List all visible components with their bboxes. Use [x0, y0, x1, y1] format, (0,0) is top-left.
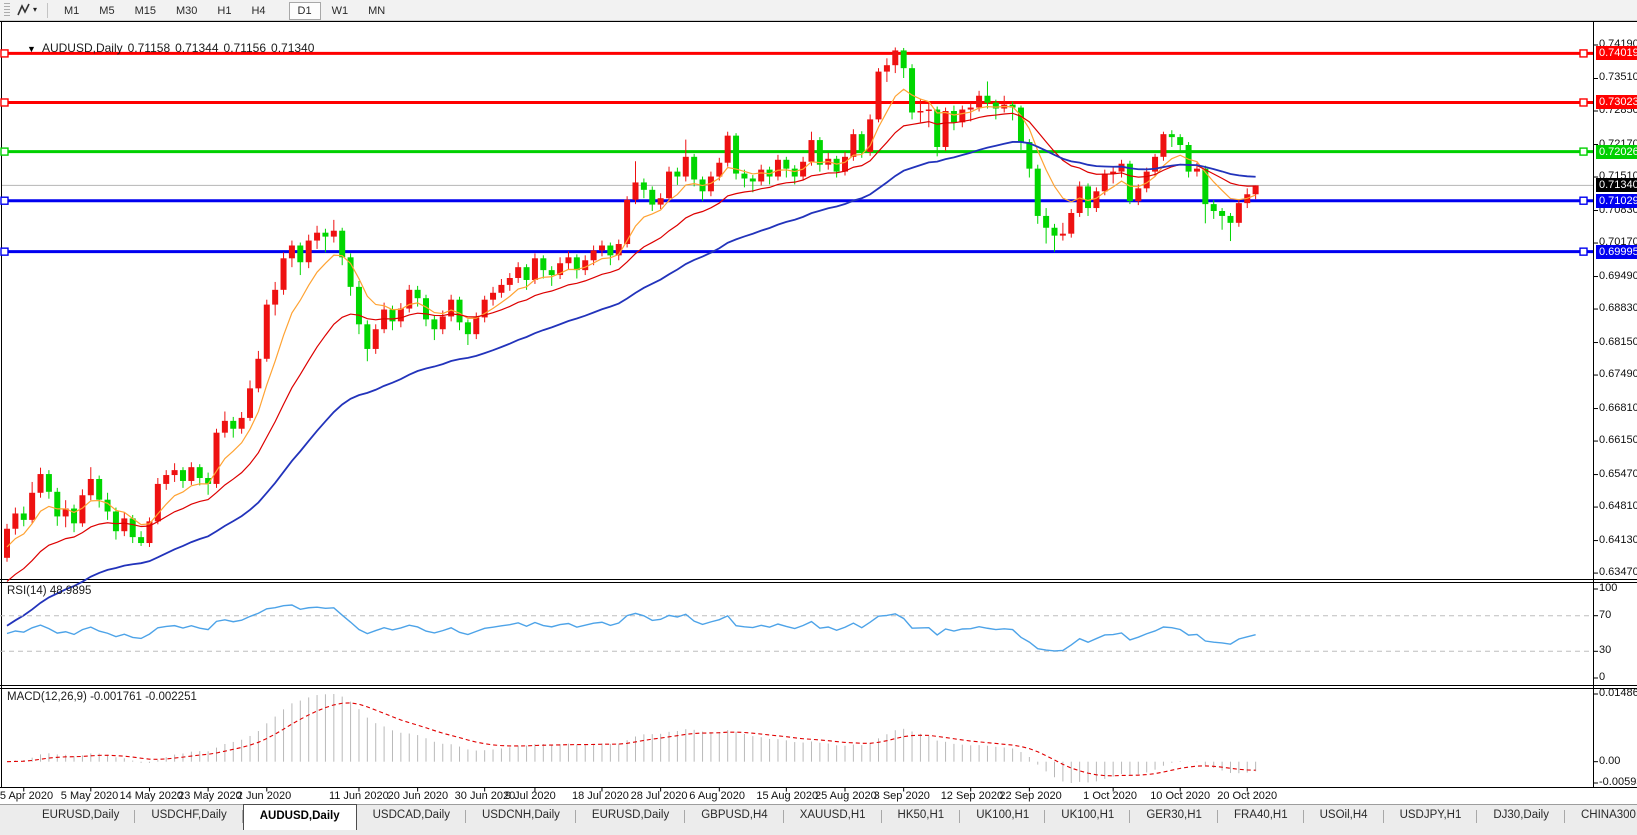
timeframe-button-m30[interactable]: M30 — [175, 5, 198, 17]
date-axis-tick: 2 Jun 2020 — [236, 790, 292, 802]
chart-tab-usoil-h4[interactable]: USOil,H4 — [1304, 805, 1384, 829]
rsi-axis-tick: 30 — [1599, 644, 1612, 657]
level-price-label: 0.73023 — [1596, 95, 1637, 110]
timeframe-button-m5[interactable]: M5 — [99, 5, 115, 17]
timeframe-button-m15[interactable]: M15 — [134, 5, 156, 17]
date-axis-tick: 9 Jul 2020 — [504, 790, 556, 802]
date-axis-tick: 11 Jun 2020 — [328, 790, 389, 802]
price-axis-tick: 0.73510 — [1599, 71, 1637, 84]
timeframe-buttons: M1 M5 M15 M30 H1 H4 D1 W1 MN — [54, 1, 395, 20]
macd-label: MACD(12,26,9) -0.001761 -0.002251 — [7, 691, 197, 703]
date-axis-tick: 15 Aug 2020 — [756, 790, 819, 802]
date-axis-tick: 28 Jul 2020 — [630, 790, 688, 802]
macd-axis-max: 0.014861 — [1599, 687, 1637, 699]
rsi-axis-tick: 70 — [1599, 608, 1612, 621]
chart-tab-china300-h1[interactable]: CHINA300,H1 — [1565, 805, 1637, 829]
price-axis-tick: 0.64130 — [1599, 533, 1637, 546]
open-value: 0.71158 — [127, 41, 171, 55]
chart-tab-usdchf-daily[interactable]: USDCHF,Daily — [135, 805, 244, 829]
price-axis-tick: 0.66150 — [1599, 434, 1637, 447]
chart-tab-ger30-h1[interactable]: GER30,H1 — [1130, 805, 1218, 829]
date-axis-tick: 10 Oct 2020 — [1150, 790, 1211, 802]
date-axis-tick: 25 Aug 2020 — [815, 790, 877, 802]
chart-tab-eurusd-daily[interactable]: EURUSD,Daily — [26, 805, 136, 829]
timeframe-button-h1[interactable]: H1 — [217, 5, 232, 17]
chart-canvas — [0, 21, 1637, 792]
rsi-axis-tick: 100 — [1599, 582, 1618, 594]
date-axis-tick: 20 Oct 2020 — [1217, 790, 1278, 802]
date-axis-tick: 22 Sep 2020 — [999, 790, 1062, 802]
macd-axis-min: -0.005938 — [1599, 776, 1637, 788]
chart-ohlc-readout: ▼ AUDUSD,Daily 0.71158 0.71344 0.71156 0.7134… — [7, 27, 319, 69]
chart-tab-usdcnh-daily[interactable]: USDCNH,Daily — [466, 805, 576, 829]
bid-price-label: 0.71340 — [1596, 178, 1637, 193]
level-price-label: 0.74019 — [1596, 46, 1637, 61]
toolbar-separator — [47, 2, 49, 18]
chart-tab-audusd-daily[interactable]: AUDUSD,Daily — [242, 804, 357, 830]
price-axis-tick: 0.69490 — [1599, 269, 1637, 282]
chart-tab-uk100-h1[interactable]: UK100,H1 — [1045, 805, 1131, 829]
price-axis-tick: 0.67490 — [1599, 368, 1637, 381]
macd-axis-zero: 0.00 — [1599, 754, 1621, 767]
high-value: 0.71344 — [175, 41, 219, 55]
chart-tab-dj30-daily[interactable]: DJ30,Daily — [1477, 805, 1565, 829]
chart-cursor-icon[interactable] — [16, 3, 32, 17]
date-axis-tick: 14 May 2020 — [119, 790, 184, 802]
date-axis-tick: 25 Apr 2020 — [0, 790, 54, 802]
toolbar-drag-handle[interactable] — [4, 3, 10, 17]
date-axis-tick: 1 Oct 2020 — [1083, 790, 1137, 802]
level-price-label: 0.69995 — [1596, 244, 1637, 259]
chart-tab-uk100-h1[interactable]: UK100,H1 — [960, 805, 1046, 829]
timeframe-button-mn[interactable]: MN — [368, 5, 386, 17]
chart-tab-hk50-h1[interactable]: HK50,H1 — [882, 805, 961, 829]
chart-tab-bar: EURUSD,Daily USDCHF,Daily AUDUSD,Daily USDC… — [0, 804, 1637, 835]
chart-tab-usdcad-daily[interactable]: USDCAD,Daily — [357, 805, 467, 829]
price-axis-tick: 0.64810 — [1599, 500, 1637, 513]
timeframe-button-w1[interactable]: W1 — [331, 5, 349, 17]
price-axis-tick: 0.68830 — [1599, 302, 1637, 315]
price-axis-tick: 0.63470 — [1599, 566, 1637, 579]
timeframe-toolbar: ▾ M1 M5 M15 M30 H1 H4 D1 W1 MN — [0, 0, 1637, 21]
chart-tab-usdjpy-h1[interactable]: USDJPY,H1 — [1384, 805, 1478, 829]
price-axis-tick: 0.66810 — [1599, 401, 1637, 414]
date-axis-tick: 5 May 2020 — [60, 790, 119, 802]
date-axis-tick: 23 May 2020 — [178, 790, 242, 802]
chart-tab-gbpusd-h4[interactable]: GBPUSD,H4 — [685, 805, 785, 829]
date-axis-tick: 20 Jun 2020 — [387, 790, 449, 802]
price-axis-tick: 0.68150 — [1599, 335, 1637, 348]
level-price-label: 0.71029 — [1596, 193, 1637, 208]
timeframe-button-m1[interactable]: M1 — [64, 5, 80, 17]
rsi-label: RSI(14) 48.9895 — [7, 585, 92, 597]
date-axis-tick: 12 Sep 2020 — [940, 790, 1004, 802]
timeframe-button-d1[interactable]: D1 — [288, 2, 321, 20]
chart-tab-xauusd-h1[interactable]: XAUUSD,H1 — [784, 805, 882, 829]
level-price-label: 0.72026 — [1596, 144, 1637, 159]
date-axis-tick: 3 Sep 2020 — [873, 790, 930, 802]
chart-tabs: EURUSD,Daily USDCHF,Daily AUDUSD,Daily USDC… — [0, 804, 1637, 830]
date-axis-tick: 18 Jul 2020 — [571, 790, 629, 802]
rsi-axis-tick: 0 — [1599, 671, 1606, 683]
price-axis-tick: 0.65470 — [1599, 467, 1637, 480]
date-axis-tick: 30 Jun 2020 — [454, 790, 516, 802]
chart-tab-eurusd-daily[interactable]: EURUSD,Daily — [576, 805, 686, 829]
collapse-icon[interactable]: ▼ — [27, 44, 36, 54]
date-axis-tick: 6 Aug 2020 — [689, 790, 745, 802]
close-value: 0.71340 — [271, 41, 315, 55]
chart-window[interactable]: ▼ AUDUSD,Daily 0.71158 0.71344 0.71156 0.7134… — [0, 20, 1637, 804]
low-value: 0.71156 — [223, 41, 267, 55]
dropdown-caret-icon[interactable]: ▾ — [33, 5, 38, 14]
chart-tab-fra40-h1[interactable]: FRA40,H1 — [1218, 805, 1304, 829]
symbol-label: AUDUSD,Daily — [41, 41, 123, 55]
timeframe-button-h4[interactable]: H4 — [251, 5, 266, 17]
